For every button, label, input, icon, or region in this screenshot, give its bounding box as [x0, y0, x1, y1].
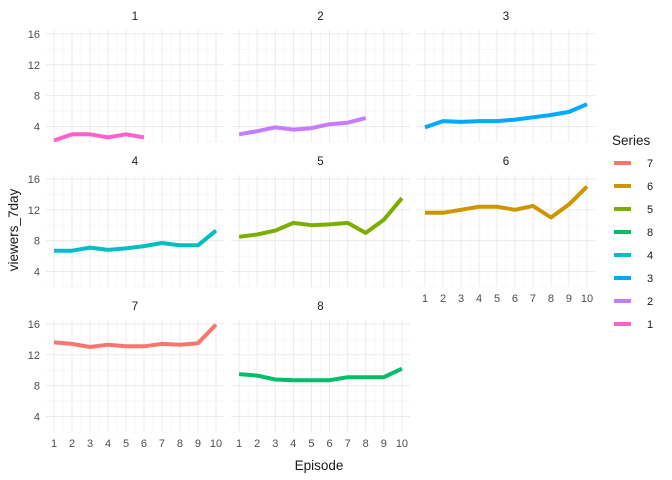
legend-item: 5 [614, 204, 653, 216]
x-tick-label: 9 [195, 438, 201, 450]
series-line [54, 229, 218, 253]
legend-label: 1 [647, 319, 653, 331]
legend-label: 3 [647, 273, 653, 285]
y-tick-label: 12 [28, 60, 40, 72]
facet-strip-label: 2 [317, 11, 323, 23]
legend-item: 6 [614, 181, 653, 193]
x-tick-label: 10 [210, 438, 222, 450]
x-tick-label: 6 [326, 438, 332, 450]
facet-panel: 1 4 8 12 16 [28, 11, 224, 143]
facet-strip-label: 1 [132, 11, 138, 23]
x-tick-label: 5 [494, 293, 500, 305]
x-tick-label: 8 [177, 438, 183, 450]
x-tick-label: 9 [381, 438, 387, 450]
legend-item: 4 [614, 250, 653, 262]
y-tick-label: 8 [34, 91, 40, 103]
x-tick-label: 3 [87, 438, 93, 450]
legend-label: 2 [647, 296, 653, 308]
x-tick-label: 10 [396, 438, 408, 450]
y-tick-label: 16 [28, 29, 40, 41]
facet-panel: 3 [417, 11, 595, 143]
x-tick-label: 2 [254, 438, 260, 450]
y-tick-label: 4 [34, 122, 40, 134]
legend-title: Series [612, 133, 651, 148]
y-tick-label: 4 [34, 267, 40, 279]
series-line [53, 132, 145, 143]
x-tick-label: 5 [123, 438, 129, 450]
y-tick-label: 12 [28, 350, 40, 362]
series-line [425, 185, 589, 220]
x-axis-title: Episode [295, 458, 344, 473]
legend-label: 4 [647, 250, 653, 262]
series-line [238, 196, 404, 239]
facet-strip-label: 4 [132, 156, 139, 168]
x-tick-label: 4 [290, 438, 296, 450]
y-axis-title: viewers_7day [6, 188, 21, 271]
legend-label: 6 [647, 181, 653, 193]
facet-panel: 5 [231, 156, 410, 288]
x-tick-label: 2 [440, 293, 446, 305]
x-tick-label: 9 [566, 293, 572, 305]
legend-label: 8 [647, 227, 653, 239]
facet-strip-label: 6 [503, 156, 509, 168]
legend-label: 5 [647, 204, 653, 216]
y-tick-label: 16 [28, 319, 40, 331]
legend-label: 7 [647, 158, 653, 170]
facet-panel: 81 2 3 4 5 6 7 8 9 10 [231, 301, 410, 450]
x-tick-label: 7 [345, 438, 351, 450]
series-line [238, 366, 403, 383]
facet-panel: 2 [231, 11, 410, 143]
x-tick-label: 3 [272, 438, 278, 450]
x-tick-label: 4 [476, 293, 482, 305]
series-line [53, 323, 218, 349]
x-tick-label: 7 [530, 293, 536, 305]
x-tick-label: 4 [105, 438, 111, 450]
x-tick-label: 2 [69, 438, 75, 450]
x-tick-label: 8 [548, 293, 554, 305]
series-line [424, 102, 588, 130]
x-tick-label: 1 [51, 438, 57, 450]
y-tick-label: 16 [28, 174, 40, 186]
x-tick-label: 1 [422, 293, 428, 305]
x-tick-label: 5 [308, 438, 314, 450]
x-tick-label: 6 [141, 438, 147, 450]
x-tick-label: 8 [363, 438, 369, 450]
y-tick-label: 4 [34, 412, 40, 424]
x-tick-label: 3 [458, 293, 464, 305]
facet-strip-label: 3 [503, 11, 509, 23]
legend-item: 1 [614, 319, 653, 331]
facet-panel: 61 2 3 4 5 6 7 8 9 10 [417, 156, 595, 305]
legend: Series 7 6 5 8 4 3 2 1 [612, 133, 653, 331]
legend-item: 3 [614, 273, 653, 285]
x-tick-label: 7 [159, 438, 165, 450]
facet-panel: 4 4 8 12 16 [28, 156, 224, 288]
legend-item: 8 [614, 227, 653, 239]
legend-item: 2 [614, 296, 653, 308]
legend-item: 7 [614, 158, 653, 170]
y-tick-label: 12 [28, 205, 40, 217]
facet-strip-label: 5 [317, 156, 323, 168]
facet-strip-label: 7 [132, 301, 138, 313]
facet-strip-label: 8 [317, 301, 323, 313]
x-tick-label: 10 [581, 293, 593, 305]
y-tick-label: 8 [34, 236, 40, 248]
x-tick-label: 6 [512, 293, 518, 305]
series-line [238, 116, 367, 137]
x-tick-label: 1 [236, 438, 242, 450]
y-tick-label: 8 [34, 381, 40, 393]
